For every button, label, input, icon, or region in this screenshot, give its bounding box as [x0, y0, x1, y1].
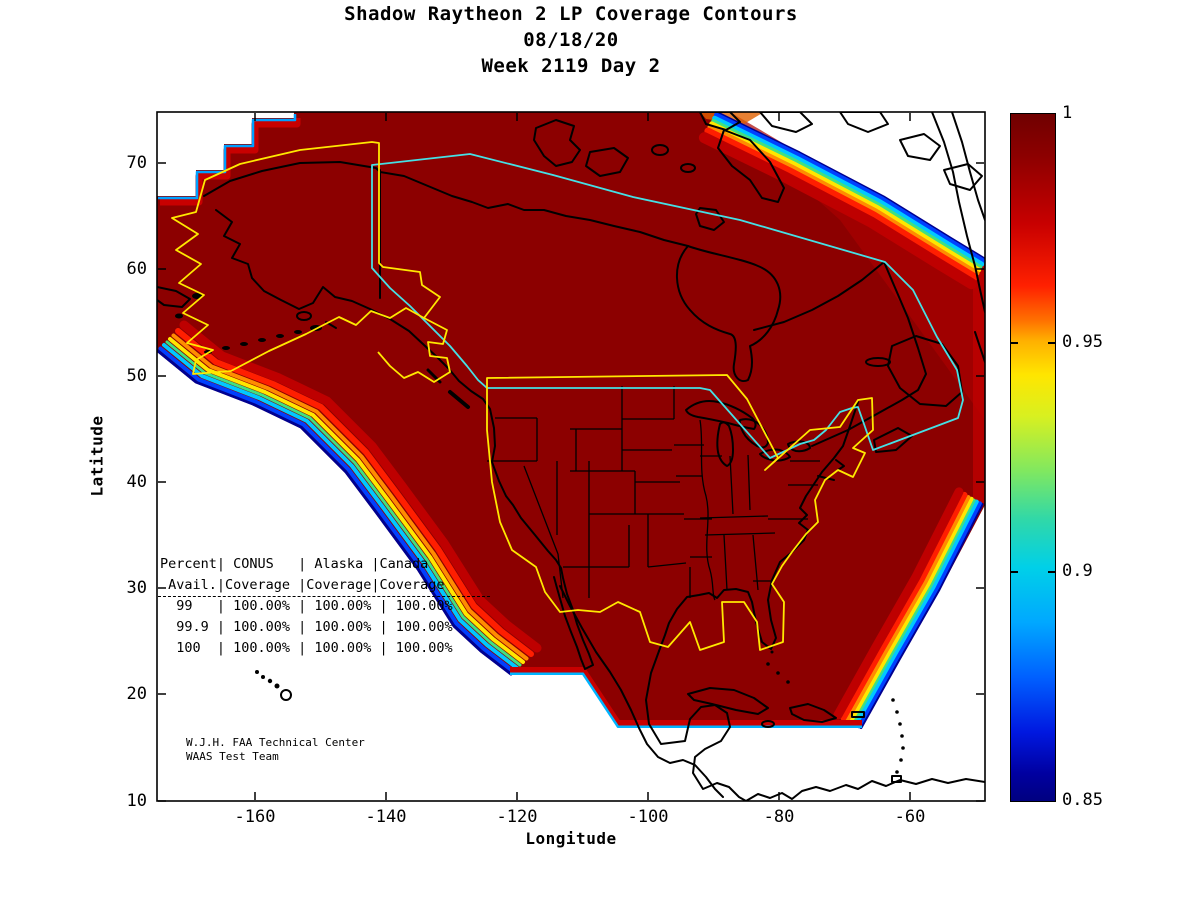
figure-title: Shadow Raytheon 2 LP Coverage Contours	[344, 3, 798, 25]
alaska-panhandle-outline	[377, 317, 451, 383]
south-america-coastline	[745, 778, 985, 801]
credit-center: W.J.H. FAA Technical Center	[186, 736, 365, 749]
y-tick-label: 70	[126, 153, 147, 173]
x-axis-label: Longitude	[525, 829, 617, 848]
coverage-fringe-topleft	[158, 114, 301, 206]
coverage-fringe-southwest	[157, 320, 542, 676]
x-tick-label: -60	[894, 807, 926, 827]
kodiak-island	[296, 311, 312, 321]
x-tick-label: -140	[365, 807, 407, 827]
colorbar-tick	[1048, 342, 1055, 344]
x-tick-label: -100	[627, 807, 669, 827]
cuba	[687, 687, 769, 715]
y-tick-label: 10	[126, 791, 147, 811]
figure-date: 08/18/20	[523, 29, 619, 51]
puerto-rico	[851, 711, 865, 718]
greenland-inner-coastline	[951, 112, 985, 221]
hawaii-islands	[255, 670, 292, 701]
coverage-fringe-bottom	[510, 667, 862, 729]
greenland-south-bit	[974, 331, 985, 363]
coastlines	[157, 112, 985, 801]
coverage-table-line: 100 | 100.00% | 100.00% | 100.00%	[160, 640, 453, 656]
lake-huron	[738, 418, 769, 449]
pacific-coastline	[215, 209, 594, 670]
hispaniola	[789, 703, 837, 723]
credits: W.J.H. FAA Technical Center WAAS Test Te…	[186, 736, 365, 764]
long-island	[817, 475, 835, 481]
y-axis-label: Latitude	[87, 415, 107, 497]
coverage-fringe-northeast	[698, 112, 985, 290]
colorbar-tick-label: 1	[1062, 103, 1073, 123]
axes-frame	[156, 111, 986, 802]
chukotka-coastline	[157, 286, 191, 308]
colorbar-tick-label: 0.9	[1062, 561, 1093, 581]
colorbar-tick-label: 0.85	[1062, 790, 1103, 810]
east-coastline	[658, 401, 859, 652]
credit-team: WAAS Test Team	[186, 750, 279, 763]
x-tick-label: -160	[234, 807, 276, 827]
colorbar-tick	[1011, 571, 1018, 573]
mexico-east-coastline	[645, 650, 747, 801]
baffin-island	[717, 129, 785, 203]
lake-ontario	[787, 440, 811, 453]
x-tick-label: -80	[763, 807, 795, 827]
colorbar	[1010, 113, 1056, 802]
y-tick-label: 60	[126, 259, 147, 279]
caribbean-islands	[687, 687, 902, 783]
canada-outline	[371, 153, 964, 459]
y-tick-label: 30	[126, 578, 147, 598]
labrador-coastline	[753, 261, 927, 447]
victoria-island	[585, 147, 629, 177]
y-tick-label: 20	[126, 684, 147, 704]
bahamas	[766, 662, 770, 666]
arctic-coastline	[203, 161, 689, 247]
lake-michigan	[716, 421, 734, 467]
coverage-table-line: 99 | 100.00% | 100.00% | 100.00%	[160, 598, 453, 614]
southampton-island	[695, 207, 725, 231]
axel-island	[839, 112, 889, 133]
colorbar-tick	[1048, 571, 1055, 573]
alaska-outline	[171, 141, 451, 383]
devon-island	[699, 112, 741, 131]
lake-superior	[685, 400, 757, 430]
y-tick-label: 50	[126, 366, 147, 386]
ellesmere-island	[759, 112, 813, 133]
coverage-fringe-southeast	[833, 487, 984, 729]
conus-outline	[486, 374, 874, 651]
greenland-coastline	[931, 112, 985, 313]
state-boundaries	[487, 386, 820, 601]
coverage-table: Percent| CONUS | Alaska |Canada Avail.|C…	[160, 554, 453, 659]
y-tick-label: 40	[126, 472, 147, 492]
coverage-map	[157, 112, 985, 801]
jamaica	[761, 720, 775, 728]
lesser-antilles	[891, 698, 895, 702]
banks-island	[533, 119, 581, 167]
coverage-table-line: 99.9 | 100.00% | 100.00% | 100.00%	[160, 619, 453, 635]
trinidad	[891, 775, 902, 783]
newfoundland	[887, 335, 963, 407]
coverage-table-line: Percent| CONUS | Alaska |Canada	[160, 556, 429, 572]
cape-cod	[835, 459, 845, 471]
figure-week-day: Week 2119 Day 2	[481, 55, 661, 77]
mexico-west-coastline	[559, 585, 724, 798]
mississippi-river	[699, 419, 716, 601]
great-lakes	[685, 400, 811, 467]
arctic-islands	[533, 112, 983, 367]
table-header-separator	[158, 596, 490, 597]
colorbar-tick-label: 0.95	[1062, 332, 1103, 352]
vancouver-island	[448, 390, 470, 409]
nova-scotia	[873, 427, 913, 453]
coverage-table-line: Avail.|Coverage |Coverage|Coverage	[160, 577, 445, 593]
axis-tick-marks	[158, 113, 984, 802]
x-tick-label: -120	[496, 807, 538, 827]
colorbar-tick	[1011, 342, 1018, 344]
hudson-bay	[675, 245, 782, 382]
anticosti-island	[865, 357, 891, 367]
